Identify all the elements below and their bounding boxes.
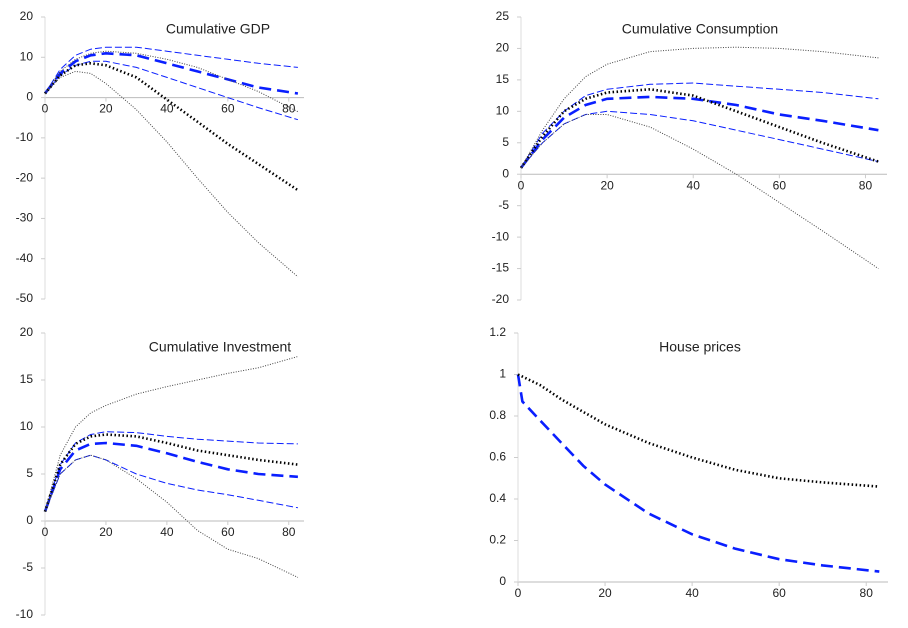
line-series (43, 441, 298, 513)
x-tick-label: 80 (282, 525, 296, 539)
y-tick-label: 15 (20, 372, 34, 386)
chart-title: Cumulative Investment (149, 339, 292, 355)
y-tick-label: 0.2 (489, 533, 506, 547)
y-tick-label: -5 (498, 198, 509, 212)
y-tick-label: 1 (499, 367, 506, 381)
x-tick-label: 20 (598, 586, 612, 600)
line-series (520, 82, 879, 169)
x-tick-label: 40 (160, 525, 174, 539)
chart-title: House prices (659, 339, 741, 355)
x-tick-label: 80 (282, 102, 296, 116)
x-tick-label: 0 (42, 525, 49, 539)
x-tick-label: 0 (518, 178, 525, 192)
x-tick-label: 80 (859, 178, 873, 192)
y-tick-label: -30 (16, 211, 34, 225)
chart-title: Cumulative Consumption (622, 21, 778, 37)
x-tick-label: 20 (600, 178, 614, 192)
y-tick-label: -10 (16, 130, 34, 144)
y-tick-label: 0.6 (489, 450, 506, 464)
line-series (44, 454, 298, 512)
line-series (519, 95, 879, 169)
line-series (44, 70, 299, 278)
y-tick-label: 10 (20, 419, 34, 433)
y-tick-label: -20 (492, 292, 510, 306)
y-tick-label: 1.2 (489, 325, 506, 339)
y-tick-label: 25 (496, 9, 510, 23)
y-tick-label: -5 (22, 560, 33, 574)
x-tick-label: 40 (160, 102, 174, 116)
line-series (44, 454, 299, 578)
y-tick-label: -15 (492, 261, 510, 275)
x-tick-label: 0 (42, 102, 49, 116)
line-series (44, 356, 299, 512)
x-tick-label: 40 (687, 178, 701, 192)
line-series (519, 87, 879, 169)
x-tick-label: 20 (99, 525, 113, 539)
y-tick-label: 5 (26, 466, 33, 480)
line-series (44, 60, 299, 121)
y-tick-label: 0 (26, 513, 33, 527)
x-tick-label: 60 (773, 178, 787, 192)
y-tick-label: 20 (20, 325, 34, 339)
x-tick-label: 0 (515, 586, 522, 600)
y-tick-label: 0 (502, 166, 509, 180)
y-tick-label: -10 (16, 607, 34, 621)
y-tick-label: 15 (496, 72, 510, 86)
x-tick-label: 60 (221, 525, 235, 539)
x-tick-label: 40 (685, 586, 699, 600)
y-tick-label: 5 (502, 135, 509, 149)
x-tick-label: 60 (221, 102, 235, 116)
line-series (44, 46, 298, 94)
y-tick-label: -40 (16, 251, 34, 265)
y-tick-label: 10 (496, 104, 510, 118)
y-tick-label: -20 (16, 170, 34, 184)
chart-title: Cumulative GDP (166, 21, 270, 37)
line-series (517, 373, 880, 488)
y-tick-label: 10 (20, 49, 34, 63)
y-tick-label: -10 (492, 229, 510, 243)
line-series (516, 374, 880, 573)
y-tick-label: -50 (16, 291, 34, 305)
line-series (44, 61, 299, 192)
x-tick-label: 60 (772, 586, 786, 600)
x-tick-label: 80 (860, 586, 874, 600)
line-series (520, 46, 879, 169)
y-tick-label: 0.4 (489, 491, 506, 505)
line-series (44, 431, 298, 512)
y-tick-label: 20 (496, 41, 510, 55)
y-tick-label: 0.8 (489, 408, 506, 422)
y-tick-label: 0 (26, 90, 33, 104)
line-series (43, 51, 299, 95)
y-tick-label: 0 (499, 574, 506, 588)
line-series (520, 110, 879, 169)
x-tick-label: 20 (99, 102, 113, 116)
y-tick-label: 20 (20, 9, 34, 23)
